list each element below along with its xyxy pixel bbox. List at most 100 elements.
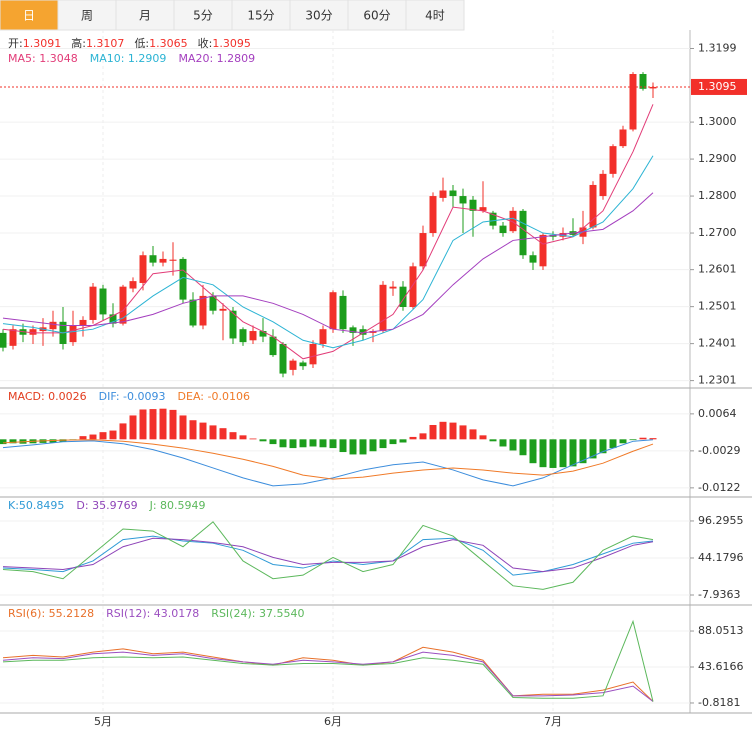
tab-label[interactable]: 4时: [425, 9, 445, 23]
candle-body: [619, 129, 627, 147]
macd-bar: [189, 420, 197, 440]
candle-body: [129, 281, 137, 289]
y-tick-label: 1.2401: [698, 337, 737, 350]
macd-bar: [289, 439, 297, 449]
macd-bar: [139, 409, 147, 440]
legend: RSI(6): 55.2128 RSI(12): 43.0178 RSI(24): …: [8, 607, 304, 620]
candle-body: [509, 210, 517, 232]
indicator-line: [2, 155, 654, 349]
candle-body: [489, 212, 497, 226]
tab-background[interactable]: [405, 0, 465, 31]
macd-bar: [639, 437, 647, 440]
candle-body: [219, 308, 227, 311]
legend-label: MACD: 0.0026: [8, 390, 87, 403]
macd-bar: [599, 439, 607, 454]
macd-bar: [259, 439, 267, 442]
legend-entry: D: 35.9769: [76, 499, 137, 512]
candle-body: [599, 173, 607, 197]
tab-label[interactable]: 月: [139, 9, 151, 23]
y-tick-label: -7.9363: [698, 588, 740, 601]
candle-body: [0, 332, 7, 348]
candle-body: [279, 343, 287, 374]
indicator-line: [2, 619, 654, 702]
macd-bar: [169, 409, 177, 440]
legend-entry: MA10: 1.2909: [90, 52, 167, 65]
candle-body: [629, 74, 637, 130]
candle-body: [449, 190, 457, 197]
legend: MA5: 1.3048 MA10: 1.2909 MA20: 1.2809: [8, 52, 255, 65]
indicator-line: [2, 104, 654, 360]
candle-body: [419, 233, 427, 267]
candle-body: [539, 234, 547, 267]
candle-body: [239, 329, 247, 343]
candle-body: [459, 196, 467, 204]
candle-body: [189, 299, 197, 326]
macd-bar: [89, 434, 97, 440]
ohlc-label: 开:: [8, 37, 23, 50]
tab-label[interactable]: 日: [23, 9, 35, 23]
candle-body: [309, 343, 317, 365]
macd-bar: [349, 439, 357, 455]
tab-label[interactable]: 60分: [363, 9, 390, 23]
macd-bar: [179, 415, 187, 440]
last-price-box: [691, 78, 747, 95]
macd-bar: [389, 439, 397, 445]
macd-bar: [539, 439, 547, 468]
macd-bar: [379, 439, 387, 449]
macd-bar: [219, 428, 227, 440]
tab-label[interactable]: 周: [81, 9, 93, 23]
candle-body: [199, 295, 207, 326]
candle-body: [249, 331, 257, 341]
candle-body: [349, 327, 357, 333]
macd-bar: [559, 439, 567, 468]
candle-body: [409, 266, 417, 308]
tab-background[interactable]: [57, 0, 117, 31]
candle-body: [529, 255, 537, 263]
candle-body: [479, 207, 487, 211]
macd-bar: [369, 439, 377, 452]
last-price-label: 1.3095: [698, 80, 737, 93]
macd-bar: [309, 439, 317, 447]
macd-bar: [619, 439, 627, 444]
tab-background[interactable]: [231, 0, 291, 31]
tab-label[interactable]: 30分: [305, 9, 332, 23]
macd-bar: [439, 421, 447, 440]
candle-body: [119, 286, 127, 324]
tab-label[interactable]: 15分: [247, 9, 274, 23]
candle-body: [209, 295, 217, 311]
y-tick-label: 1.2900: [698, 152, 737, 165]
candle-body: [379, 284, 387, 332]
candle-body: [109, 314, 117, 324]
ohlc-value: 1.3091: [23, 37, 62, 50]
macd-bar: [469, 429, 477, 440]
legend-entry: K:50.8495: [8, 499, 64, 512]
macd-bar: [239, 435, 247, 440]
macd-bar: [159, 408, 167, 440]
ohlc-label: 收:: [198, 36, 213, 50]
macd-bar: [99, 432, 107, 440]
macd-bar: [119, 423, 127, 440]
macd-bar: [479, 435, 487, 440]
legend-entry: MA20: 1.2809: [178, 52, 255, 65]
candle-body: [49, 321, 57, 330]
indicator-line: [2, 646, 654, 702]
tab-background[interactable]: [347, 0, 407, 31]
x-tick-label: 6月: [324, 715, 342, 728]
macd-bar: [589, 439, 597, 459]
macd-bar: [409, 436, 417, 440]
y-tick-label: 44.1796: [698, 551, 744, 564]
y-tick-label: -0.8181: [698, 696, 740, 709]
macd-bar: [329, 439, 337, 449]
macd-bar: [269, 439, 277, 445]
legend-entry: MA5: 1.3048: [8, 52, 78, 65]
indicator-line: [2, 535, 654, 576]
candle-body: [329, 292, 337, 330]
candle-body: [399, 286, 407, 308]
candle-body: [319, 329, 327, 344]
tab-label[interactable]: 5分: [193, 9, 213, 23]
macd-bar: [0, 439, 7, 445]
candle-body: [389, 286, 397, 289]
candle-body: [359, 329, 367, 335]
y-tick-label: 1.2601: [698, 263, 737, 276]
tab-background[interactable]: [173, 0, 233, 31]
